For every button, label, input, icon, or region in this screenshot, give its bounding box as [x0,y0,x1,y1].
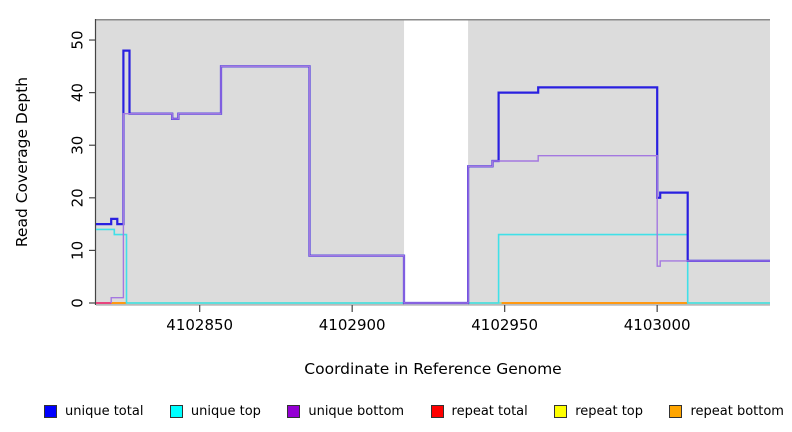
y-tick-label: 40 [69,83,87,102]
legend-swatch-unique-top [169,404,183,418]
legend-item-repeat-bottom: repeat bottom [669,404,784,419]
plot-panel [96,19,770,305]
legend-label: repeat top [575,403,643,419]
series-line-unique-top [96,228,770,304]
legend-label: unique bottom [308,403,405,419]
y-tick-label: 20 [69,188,87,207]
legend-swatch-repeat-total [430,404,444,418]
x-tick-label: 4102950 [471,316,538,334]
legend-label: unique total [65,403,144,419]
x-tick-label: 4103000 [624,316,691,334]
legend-label: unique top [190,403,261,419]
y-tick-label: 10 [69,241,87,260]
legend-swatch-repeat-top [554,404,568,418]
x-tick-label: 4102900 [319,316,386,334]
y-axis-label: Read Coverage Depth [13,77,31,247]
y-tick-label: 0 [69,298,87,308]
axes: 0 10 20 30 40 50 4102850 4102900 4102950 4103000 [69,19,770,334]
y-tick-label: 50 [69,30,87,49]
legend-item-unique-total: unique total [44,404,143,419]
x-tick-label: 4102850 [166,316,233,334]
legend-item-repeat-total: repeat total [430,403,528,419]
legend-swatch-repeat-bottom [669,404,683,418]
legend-item-repeat-top: repeat top [554,404,643,419]
no-data-gap-band [404,19,469,305]
y-tick-label: 30 [69,136,87,155]
legend-label: repeat total [451,403,528,419]
legend-item-unique-top: unique top [169,403,261,419]
legend: unique total unique top unique bottom repea… [44,399,784,423]
legend-label: repeat bottom [690,403,784,419]
x-axis-label: Coordinate in Reference Genome [304,360,561,378]
legend-item-unique-bottom: unique bottom [287,404,404,419]
series-line-unique-bottom [110,65,770,304]
legend-swatch-unique-bottom [287,404,301,418]
legend-swatch-unique-total [44,404,57,418]
data-series-lines [96,49,770,305]
